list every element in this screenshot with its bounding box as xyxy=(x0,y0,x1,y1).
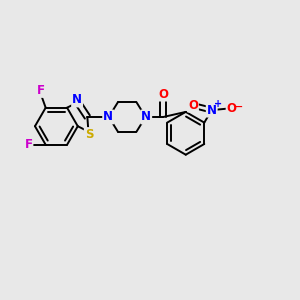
Text: O: O xyxy=(188,99,198,112)
Text: N: N xyxy=(207,103,217,117)
Text: N: N xyxy=(103,110,113,124)
Text: F: F xyxy=(37,84,45,97)
Text: O: O xyxy=(226,102,237,115)
Text: N: N xyxy=(141,110,151,124)
Text: O: O xyxy=(158,88,168,100)
Text: −: − xyxy=(234,102,243,112)
Text: +: + xyxy=(214,99,222,109)
Text: N: N xyxy=(72,94,82,106)
Text: F: F xyxy=(24,138,32,151)
Text: S: S xyxy=(85,128,93,141)
